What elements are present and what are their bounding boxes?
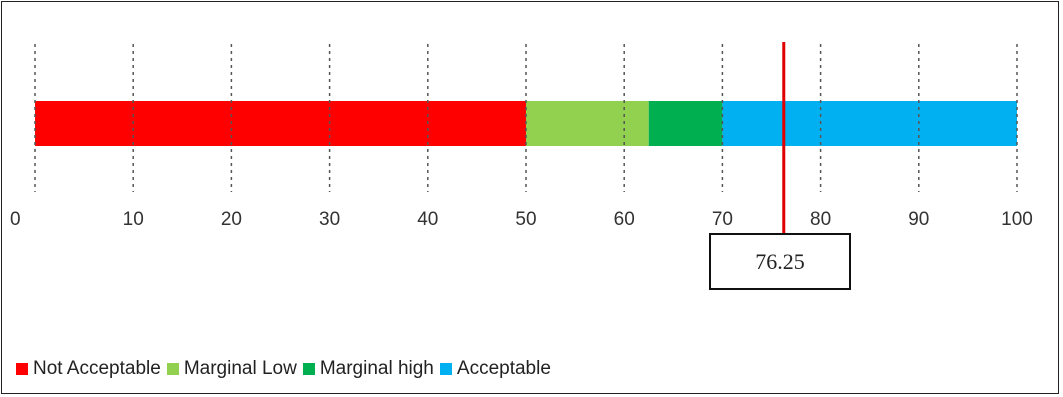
x-tick-label: 90: [908, 209, 929, 230]
x-tick-label: 100: [1001, 209, 1033, 230]
legend-label: Not Acceptable: [33, 358, 161, 379]
legend-swatch: [302, 363, 315, 375]
x-tick-label: 10: [123, 209, 144, 230]
x-tick-label: 30: [319, 209, 340, 230]
x-tick-label: 20: [221, 209, 242, 230]
x-tick-label: 50: [515, 209, 536, 230]
bar-segment-marginal-low: [526, 101, 649, 146]
legend-swatch: [16, 363, 28, 375]
bar-segment-acceptable: [722, 101, 1017, 146]
x-tick-label: 70: [712, 209, 733, 230]
legend-item: Marginal Low: [166, 358, 297, 380]
x-tick-label: 80: [810, 209, 831, 230]
marker-value-label: 76.25: [755, 248, 805, 274]
legend: Not Acceptable Marginal Low Marginal high A…: [16, 358, 557, 380]
legend-label: Marginal high: [319, 358, 434, 379]
x-tick-label: 60: [614, 209, 635, 230]
legend-label: Acceptable: [456, 358, 551, 379]
legend-swatch: [166, 363, 179, 375]
x-tick-label: 40: [417, 209, 438, 230]
bar-segment-marginal-high: [648, 101, 723, 146]
legend-item: Acceptable: [439, 358, 551, 380]
legend-item: Not Acceptable: [16, 358, 161, 380]
x-tick-label: 0: [10, 209, 21, 230]
bar-segment-not-acceptable: [35, 101, 526, 146]
legend-label: Marginal Low: [183, 358, 297, 379]
legend-item: Marginal high: [302, 358, 434, 380]
legend-swatch: [439, 363, 452, 375]
marker-value-box: 76.25: [709, 233, 851, 290]
